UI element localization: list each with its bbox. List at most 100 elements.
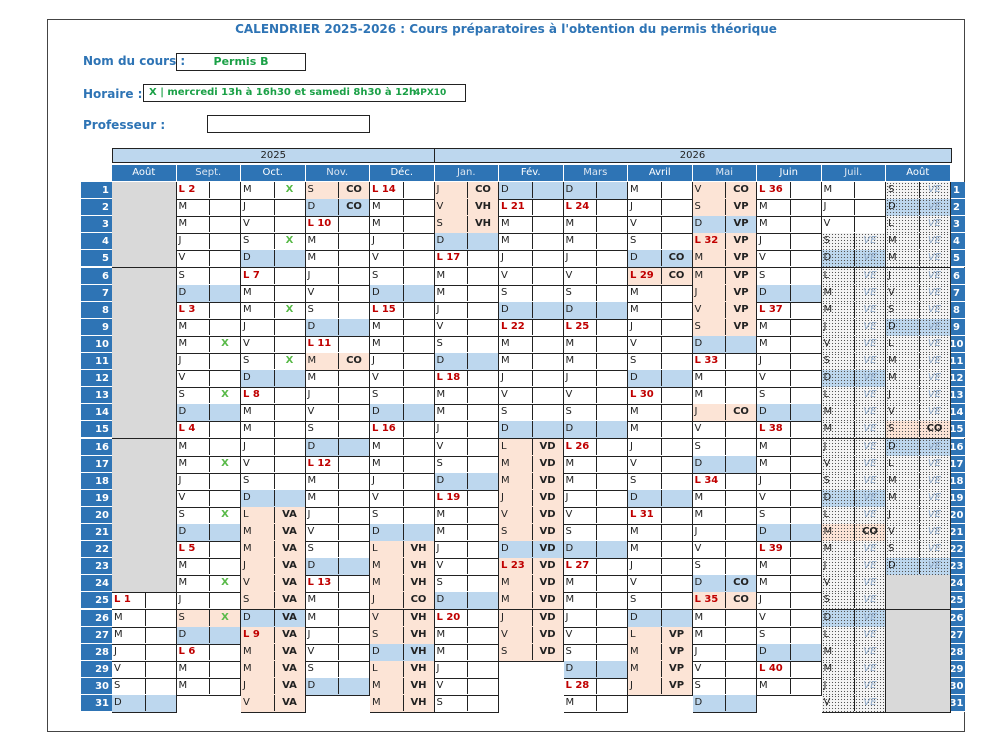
day-cell[interactable]: M (563, 592, 628, 611)
day-cell[interactable]: J (305, 626, 370, 645)
day-cell[interactable]: M (499, 216, 564, 235)
day-cell[interactable]: J (757, 472, 822, 491)
day-cell[interactable]: M (370, 199, 435, 218)
day-cell[interactable]: L 38 (757, 421, 822, 440)
day-cell[interactable]: J (305, 506, 370, 525)
day-cell[interactable]: J VE (821, 318, 886, 337)
day-cell[interactable]: V (241, 455, 306, 474)
day-cell[interactable]: D CO (692, 575, 757, 594)
day-cell[interactable]: M (563, 695, 628, 714)
day-cell[interactable]: M VE (821, 301, 886, 320)
day-cell[interactable]: J (176, 353, 241, 372)
day-cell[interactable]: D (305, 677, 370, 696)
day-cell[interactable]: D VP (692, 216, 757, 235)
day-cell[interactable]: J (757, 233, 822, 252)
day-cell[interactable]: M (241, 404, 306, 423)
day-cell[interactable]: J (241, 438, 306, 457)
day-cell[interactable]: D (434, 233, 499, 252)
day-cell[interactable]: V (370, 489, 435, 508)
day-cell[interactable]: L 22 (499, 318, 564, 337)
day-cell[interactable]: D (692, 695, 757, 714)
day-cell[interactable]: V VA (241, 575, 306, 594)
day-cell[interactable]: V (757, 250, 822, 269)
day-cell[interactable]: S (176, 267, 241, 286)
day-cell[interactable]: S VE (886, 301, 951, 320)
day-cell[interactable]: M VD (499, 455, 564, 474)
day-cell[interactable]: M VE (821, 421, 886, 440)
day-cell[interactable]: V VH (370, 609, 435, 628)
day-cell[interactable]: V (305, 524, 370, 543)
day-cell[interactable]: J (821, 199, 886, 218)
day-cell[interactable]: S VH (434, 216, 499, 235)
day-cell[interactable]: V (628, 335, 693, 354)
day-cell[interactable]: L 24 (563, 199, 628, 218)
day-cell[interactable]: V (499, 387, 564, 406)
day-cell[interactable]: M (628, 404, 693, 423)
schedule-field[interactable]: X | mercredi 13h à 16h30 et samedi 8h30 … (143, 84, 466, 102)
day-cell[interactable]: M (434, 387, 499, 406)
day-cell[interactable]: J VA (241, 558, 306, 577)
day-cell[interactable]: M VE (886, 233, 951, 252)
day-cell[interactable]: D (370, 284, 435, 303)
day-cell[interactable]: S CO (886, 421, 951, 440)
day-cell[interactable]: M (757, 558, 822, 577)
day-cell[interactable]: S (499, 284, 564, 303)
course-name-field[interactable]: Permis B (176, 53, 306, 71)
day-cell[interactable]: L 27 (563, 558, 628, 577)
day-cell[interactable]: V (434, 438, 499, 457)
day-cell[interactable]: D (241, 250, 306, 269)
day-cell[interactable]: M (176, 216, 241, 235)
day-cell[interactable]: V (305, 284, 370, 303)
day-cell[interactable]: M VE (821, 404, 886, 423)
day-cell[interactable]: V (628, 575, 693, 594)
day-cell[interactable]: L 11 (305, 335, 370, 354)
day-cell[interactable]: S (370, 267, 435, 286)
day-cell[interactable]: M (434, 267, 499, 286)
day-cell[interactable]: D (563, 182, 628, 201)
day-cell[interactable]: M VH (370, 558, 435, 577)
day-cell[interactable]: L VD (499, 438, 564, 457)
day-cell[interactable]: M VH (370, 677, 435, 696)
day-cell[interactable]: M VA (241, 660, 306, 679)
day-cell[interactable]: D CO (305, 199, 370, 218)
day-cell[interactable]: L 12 (305, 455, 370, 474)
day-cell[interactable]: J (434, 301, 499, 320)
day-cell[interactable]: J (499, 370, 564, 389)
day-cell[interactable]: L VH (370, 660, 435, 679)
day-cell[interactable]: L 1 (112, 592, 177, 611)
day-cell[interactable]: M (692, 489, 757, 508)
day-cell[interactable]: S (628, 472, 693, 491)
day-cell[interactable]: M (370, 335, 435, 354)
day-cell[interactable]: S (757, 267, 822, 286)
day-cell[interactable]: S VE (821, 353, 886, 372)
day-cell[interactable]: L 7 (241, 267, 306, 286)
day-cell[interactable]: V VH (434, 199, 499, 218)
day-cell[interactable]: L 8 (241, 387, 306, 406)
day-cell[interactable]: D (176, 284, 241, 303)
day-cell[interactable]: M VE (821, 541, 886, 560)
day-cell[interactable]: D VE (821, 609, 886, 628)
day-cell[interactable]: V (434, 318, 499, 337)
day-cell[interactable]: M (370, 455, 435, 474)
day-cell[interactable]: V (757, 370, 822, 389)
day-cell[interactable]: J (563, 370, 628, 389)
day-cell[interactable]: V (692, 421, 757, 440)
day-cell[interactable]: J VD (499, 489, 564, 508)
day-cell[interactable]: M (434, 506, 499, 525)
day-cell[interactable]: D (176, 626, 241, 645)
day-cell[interactable]: V VE (886, 284, 951, 303)
day-cell[interactable]: L 21 (499, 199, 564, 218)
day-cell[interactable]: D VH (370, 643, 435, 662)
day-cell[interactable]: J (370, 472, 435, 491)
day-cell[interactable]: M (370, 438, 435, 457)
day-cell[interactable]: V (305, 643, 370, 662)
day-cell[interactable]: V (176, 250, 241, 269)
day-cell[interactable]: M (563, 216, 628, 235)
day-cell[interactable]: M (434, 284, 499, 303)
day-cell[interactable]: D (305, 438, 370, 457)
day-cell[interactable]: D (176, 404, 241, 423)
day-cell[interactable]: V VE (886, 404, 951, 423)
day-cell[interactable]: L 37 (757, 301, 822, 320)
